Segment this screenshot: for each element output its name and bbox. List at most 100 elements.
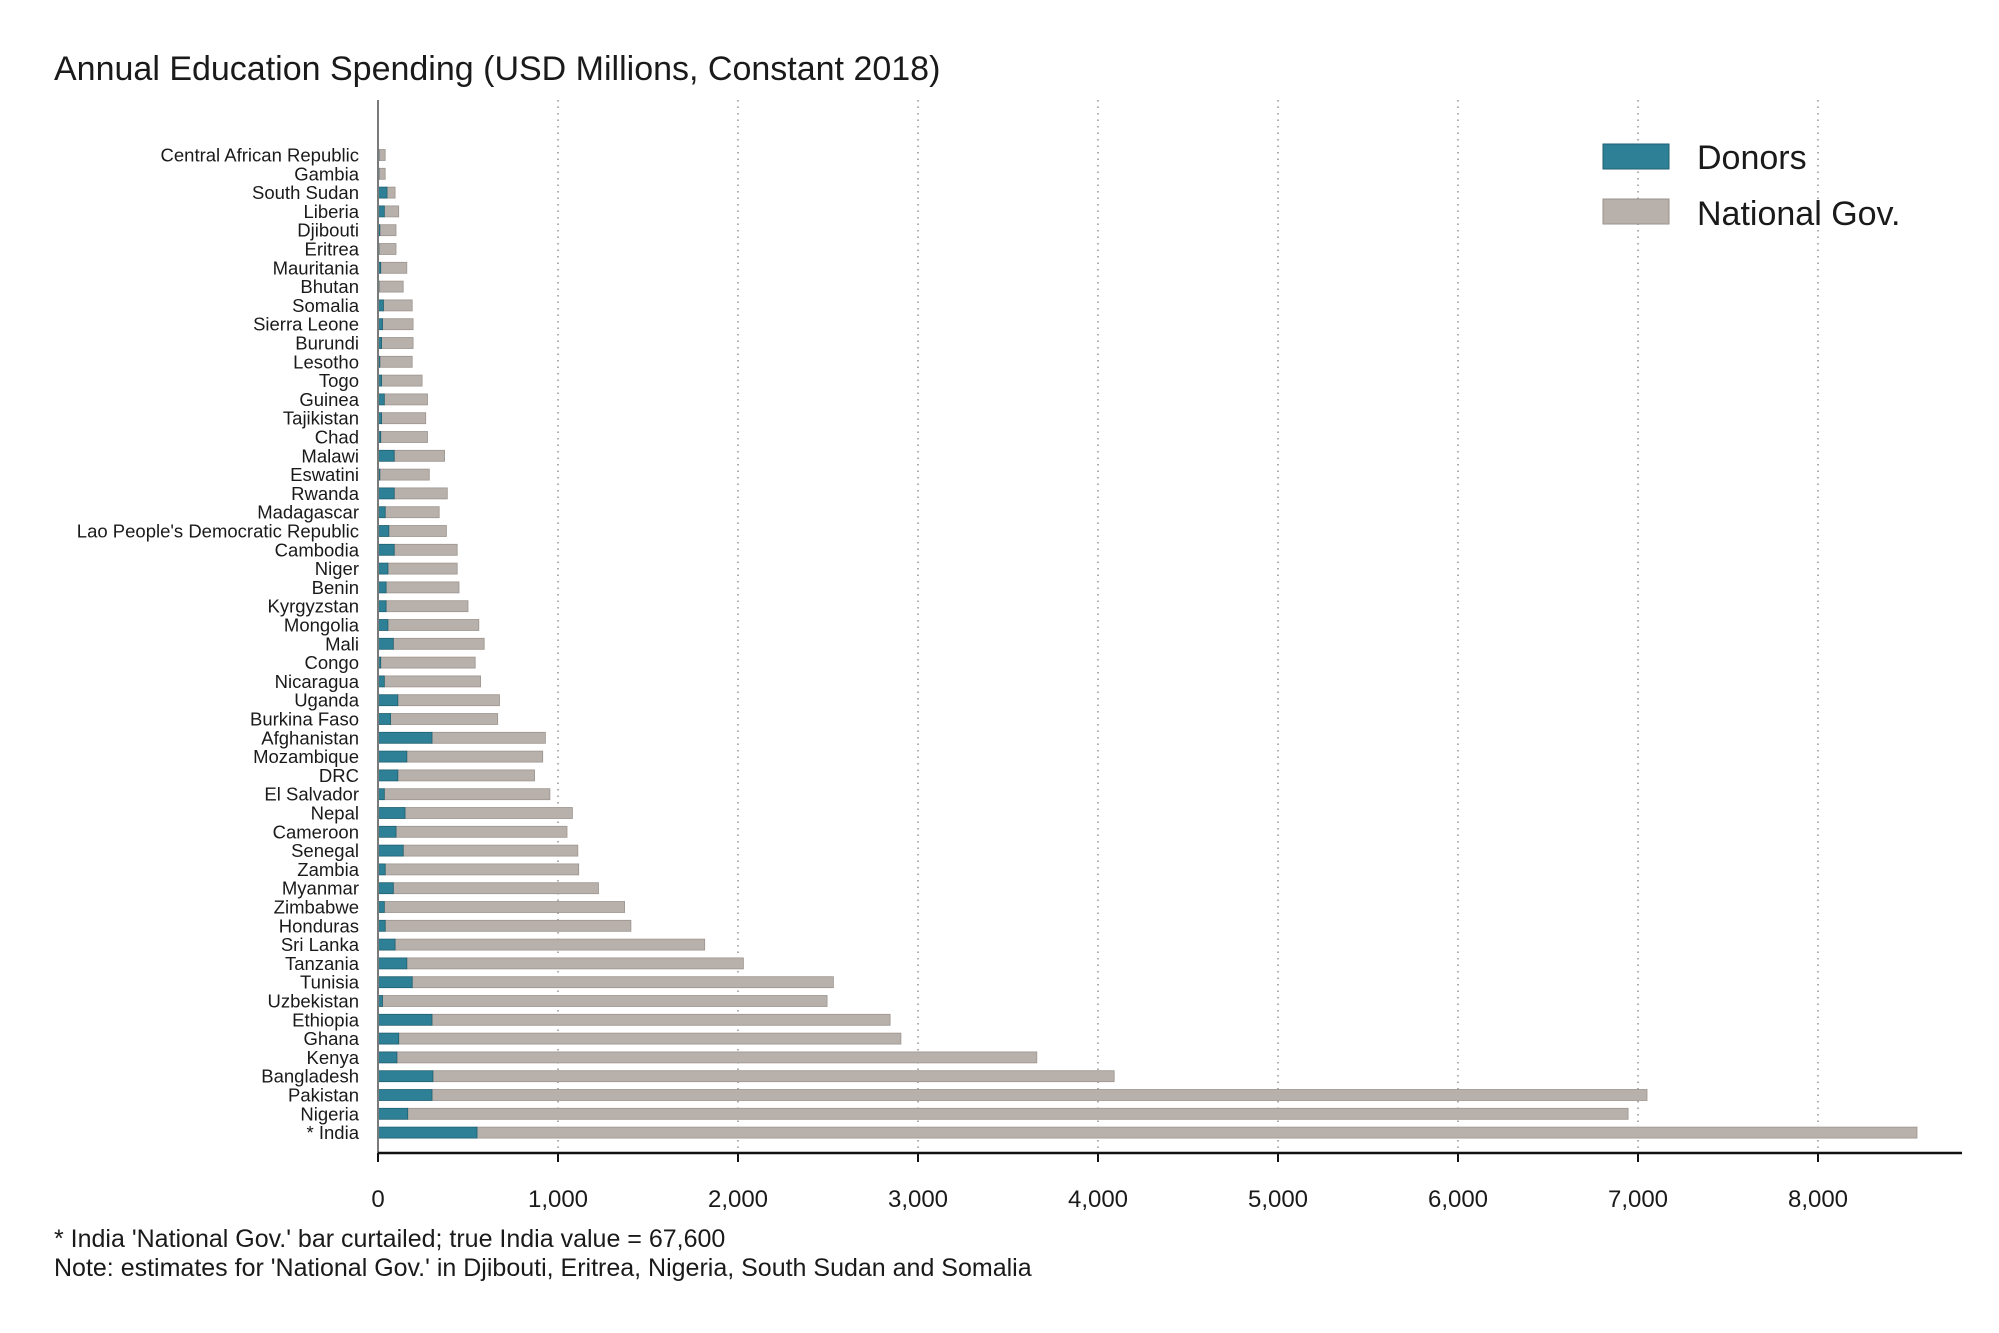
bar-national-gov [397, 769, 535, 782]
country-label: Eritrea [305, 239, 360, 260]
bar-national-gov [383, 675, 481, 688]
country-label: Lao People's Democratic Republic [77, 521, 359, 542]
bars [377, 149, 1918, 1139]
bar-national-gov [380, 261, 408, 274]
bar-donors [377, 863, 386, 876]
x-tick-label: 1,000 [528, 1186, 588, 1213]
bar-national-gov [384, 919, 632, 932]
country-label: Nigeria [300, 1103, 359, 1124]
bar-donors [377, 562, 389, 575]
bar-national-gov [382, 318, 414, 331]
country-label: Somalia [292, 295, 360, 316]
country-label: Togo [319, 370, 359, 391]
bar-national-gov [381, 412, 427, 425]
country-label: Myanmar [282, 878, 359, 899]
bar-donors [377, 1013, 433, 1026]
bar-donors [377, 713, 392, 725]
bar-donors [377, 957, 408, 970]
country-label: Burkina Faso [250, 709, 359, 730]
bar-donors [377, 1070, 434, 1083]
legend-swatch-national [1602, 198, 1670, 225]
bar-national-gov [396, 1051, 1038, 1064]
bar-donors [377, 825, 397, 838]
bar-national-gov [382, 299, 413, 312]
country-label: Nicaragua [275, 671, 360, 692]
bar-national-gov [395, 825, 568, 838]
country-label: Sri Lanka [281, 934, 360, 955]
country-label: Guinea [299, 389, 359, 410]
country-label: Lesotho [293, 351, 359, 372]
bar-donors [377, 1126, 478, 1139]
x-tick-label: 3,000 [888, 1186, 948, 1213]
country-label: Cameroon [273, 821, 359, 842]
country-label: Kyrgyzstan [267, 596, 359, 617]
country-label: Mongolia [284, 615, 360, 636]
bar-donors [377, 581, 387, 594]
bar-donors [377, 637, 394, 650]
bar-national-gov [398, 1032, 902, 1045]
legend: Donors National Gov. [1602, 139, 1900, 233]
country-label: Sierra Leone [253, 314, 359, 335]
bar-national-gov [378, 149, 386, 161]
country-label: Ghana [303, 1028, 359, 1049]
x-tick-label: 5,000 [1248, 1186, 1308, 1213]
bar-national-gov [379, 224, 397, 237]
bar-national-gov [392, 882, 599, 895]
bar-national-gov [393, 449, 446, 462]
bar-donors [377, 543, 395, 556]
bar-donors [377, 731, 433, 744]
bar-national-gov [411, 976, 834, 989]
bar-donors [377, 750, 408, 763]
country-label: * India [307, 1122, 360, 1143]
legend-label-donors: Donors [1697, 139, 1807, 177]
footnotes: * India 'National Gov.' bar curtailed; t… [54, 1225, 1032, 1283]
country-label: Malawi [301, 445, 359, 466]
country-label: Kenya [307, 1047, 360, 1068]
country-label: South Sudan [252, 182, 359, 203]
bar-donors [377, 1089, 433, 1101]
bar-national-gov [406, 750, 544, 763]
bar-donors [377, 807, 406, 819]
country-label: Bangladesh [261, 1066, 359, 1087]
bar-national-gov [378, 280, 404, 293]
bar-national-gov [384, 863, 580, 876]
bar-donors [377, 882, 394, 895]
country-label: Senegal [291, 840, 359, 861]
country-label: Tajikistan [283, 408, 359, 429]
bar-national-gov [384, 506, 440, 519]
country-label: Liberia [303, 201, 359, 222]
bar-national-gov [378, 243, 397, 255]
legend-label-national: National Gov. [1697, 195, 1900, 233]
country-label: Bhutan [300, 276, 359, 297]
bar-donors [377, 938, 396, 951]
bar-national-gov [402, 844, 579, 857]
grid-lines [557, 100, 1819, 1153]
country-label: Burundi [295, 333, 359, 354]
country-label: Pakistan [288, 1085, 359, 1106]
bar-national-gov [406, 957, 744, 970]
bar-national-gov [381, 337, 414, 349]
bar-national-gov [383, 205, 400, 218]
bar-national-gov [397, 694, 500, 707]
bar-national-gov [378, 167, 386, 180]
x-tick-label: 6,000 [1428, 1186, 1488, 1213]
country-label: Benin [312, 577, 359, 598]
bar-donors [377, 1032, 400, 1045]
bar-donors [377, 976, 413, 989]
bar-national-gov [392, 637, 485, 650]
x-axis: 0 1,000 2,000 3,000 4,000 5,000 6,000 7,000 8,00… [371, 100, 1962, 1213]
country-label: Central African Republic [161, 145, 359, 166]
bar-national-gov [431, 1013, 891, 1026]
estimates-footnote: Note: estimates for 'National Gov.' in D… [54, 1254, 1032, 1282]
country-label: Congo [304, 652, 359, 673]
country-label: Eswatini [290, 464, 359, 485]
country-label: Zambia [297, 859, 359, 880]
bar-national-gov [380, 656, 476, 669]
bar-donors [377, 919, 386, 932]
country-label: Madagascar [257, 502, 359, 523]
bar-national-gov [386, 186, 396, 199]
x-tick-label: 2,000 [708, 1186, 768, 1213]
country-label: Tunisia [300, 972, 360, 993]
bar-national-gov [407, 1107, 1629, 1120]
